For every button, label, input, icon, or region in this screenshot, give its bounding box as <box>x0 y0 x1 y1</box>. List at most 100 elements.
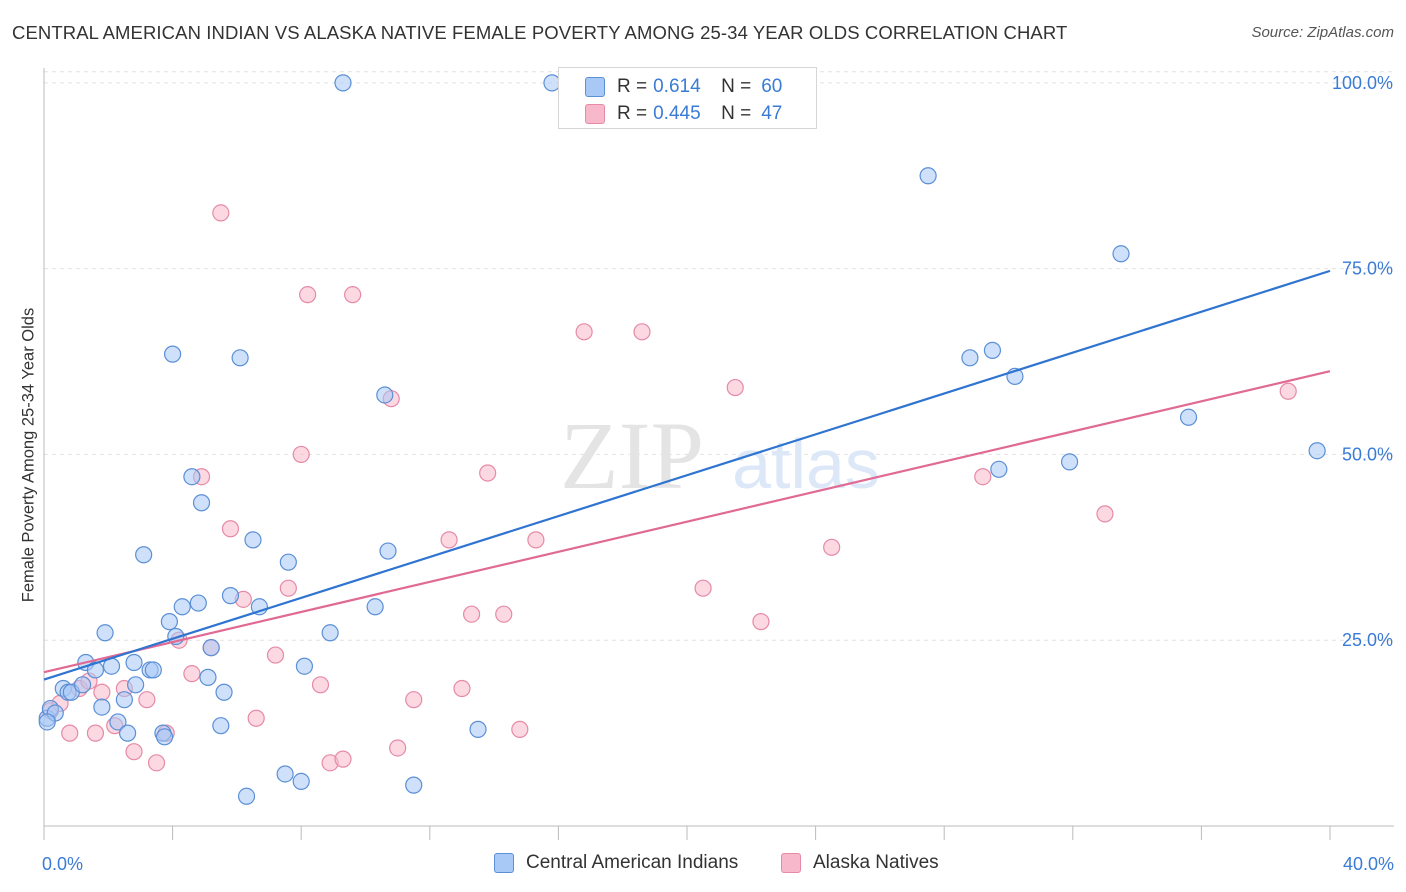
legend-item-central-american-indians[interactable]: Central American Indians <box>494 852 738 874</box>
source-credit: Source: ZipAtlas.com <box>1251 24 1394 41</box>
data-point-central-american-indians <box>292 772 310 791</box>
data-point-central-american-indians <box>192 494 211 512</box>
data-point-central-american-indians <box>961 349 979 367</box>
correlation-legend: R = 0.614 N = 60 R = 0.445 N = 47 <box>558 67 817 129</box>
data-point-central-american-indians <box>115 691 133 709</box>
data-point-central-american-indians <box>919 167 937 185</box>
data-point-alaska-natives <box>1096 505 1114 523</box>
data-point-alaska-natives <box>1279 382 1297 400</box>
data-point-central-american-indians <box>93 698 111 716</box>
data-point-alaska-natives <box>726 378 744 397</box>
data-point-central-american-indians <box>38 713 56 731</box>
data-point-central-american-indians <box>405 776 423 794</box>
r-label: R = <box>617 103 648 124</box>
data-point-alaska-natives <box>694 579 712 597</box>
data-point-central-american-indians <box>279 553 297 571</box>
data-point-alaska-natives <box>575 323 593 341</box>
tick-labels: 25.0% 50.0% 75.0% 100.0% 0.0% 40.0% <box>42 73 1394 874</box>
trendline-central-american-indians <box>43 269 1331 681</box>
data-point-central-american-indians <box>144 661 162 679</box>
data-point-alaska-natives <box>93 683 111 701</box>
data-point-alaska-natives <box>299 286 317 304</box>
data-point-alaska-natives <box>462 605 481 623</box>
data-point-central-american-indians <box>189 594 207 612</box>
series-legend: Central American Indians Alaska Natives <box>0 852 1406 878</box>
data-point-central-american-indians <box>212 717 230 735</box>
legend-label: Alaska Natives <box>813 852 939 873</box>
data-point-central-american-indians <box>73 676 92 694</box>
data-point-central-american-indians <box>469 720 487 738</box>
data-point-central-american-indians <box>321 624 339 642</box>
legend-swatch-blue <box>585 77 605 97</box>
data-point-central-american-indians <box>160 613 178 631</box>
r-value: 0.614 <box>653 76 701 97</box>
data-point-central-american-indians <box>86 661 105 679</box>
data-point-central-american-indians <box>1060 453 1079 471</box>
data-point-central-american-indians <box>183 468 201 486</box>
data-point-central-american-indians <box>990 460 1008 478</box>
data-point-central-american-indians <box>118 724 137 742</box>
data-point-alaska-natives <box>125 743 143 761</box>
r-value: 0.445 <box>653 103 701 124</box>
y-tick-label: 100.0% <box>1332 73 1393 93</box>
n-label: N = <box>721 76 752 97</box>
n-value: 60 <box>761 76 783 97</box>
data-point-alaska-natives <box>61 724 79 742</box>
legend-swatch-pink <box>781 853 801 873</box>
data-point-alaska-natives <box>86 724 105 742</box>
data-point-alaska-natives <box>212 204 230 222</box>
data-point-central-american-indians <box>1179 408 1198 426</box>
data-point-alaska-natives <box>974 468 992 486</box>
x-tick-label: 0.0% <box>42 854 83 874</box>
data-point-central-american-indians <box>295 657 314 675</box>
data-point-alaska-natives <box>440 531 458 549</box>
n-label: N = <box>721 103 752 124</box>
x-tick-label: 40.0% <box>1343 854 1394 874</box>
data-point-central-american-indians <box>202 639 220 657</box>
data-point-alaska-natives <box>453 679 471 698</box>
data-point-central-american-indians <box>366 598 384 616</box>
trendlines <box>43 269 1331 681</box>
data-point-central-american-indians <box>199 668 217 686</box>
data-point-central-american-indians <box>96 624 114 642</box>
data-point-central-american-indians <box>983 341 1002 359</box>
data-point-alaska-natives <box>479 464 497 482</box>
data-point-central-american-indians <box>164 345 182 363</box>
data-point-alaska-natives <box>495 605 513 623</box>
zipatlas-watermark: ZIP atlas <box>560 402 880 509</box>
data-point-alaska-natives <box>823 538 841 556</box>
data-point-central-american-indians <box>379 542 397 560</box>
data-point-alaska-natives <box>334 750 352 768</box>
data-point-central-american-indians <box>376 386 394 404</box>
axes <box>43 68 1394 840</box>
data-point-alaska-natives <box>633 323 651 341</box>
data-point-central-american-indians <box>109 713 127 731</box>
n-value: 47 <box>761 103 783 124</box>
data-point-alaska-natives <box>279 579 297 597</box>
series-central-american-indians <box>38 74 1326 805</box>
data-point-central-american-indians <box>221 587 240 605</box>
y-tick-label: 25.0% <box>1342 630 1393 650</box>
legend-item-alaska-natives[interactable]: Alaska Natives <box>781 852 939 874</box>
data-point-alaska-natives <box>752 613 770 631</box>
data-point-central-american-indians <box>334 74 352 92</box>
data-point-alaska-natives <box>527 531 545 549</box>
data-point-alaska-natives <box>266 646 285 664</box>
data-point-central-american-indians <box>127 676 145 694</box>
legend-row-alaska-natives: R = 0.445 N = 47 <box>585 102 782 126</box>
data-point-alaska-natives <box>247 709 265 727</box>
data-point-alaska-natives <box>389 739 407 757</box>
data-point-central-american-indians <box>215 683 233 701</box>
data-point-central-american-indians <box>244 531 262 549</box>
legend-swatch-pink <box>585 104 605 124</box>
data-point-alaska-natives <box>183 665 201 683</box>
watermark-zip: ZIP <box>560 402 704 509</box>
r-label: R = <box>617 76 648 97</box>
chart-title: CENTRAL AMERICAN INDIAN VS ALASKA NATIVE… <box>12 22 1068 43</box>
legend-row-central-american: R = 0.614 N = 60 <box>585 75 782 99</box>
trendline-alaska-natives <box>43 370 1331 674</box>
data-point-alaska-natives <box>511 720 529 738</box>
data-point-alaska-natives <box>405 691 423 709</box>
data-point-alaska-natives <box>147 754 166 772</box>
